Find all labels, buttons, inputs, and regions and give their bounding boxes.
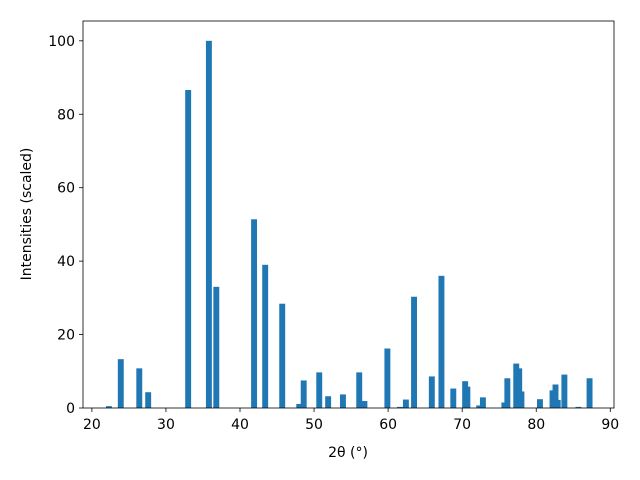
x-tick-label: 30 [157, 417, 175, 433]
bar [476, 405, 483, 408]
bar [428, 376, 435, 408]
bar [411, 296, 418, 408]
bar [361, 401, 368, 408]
x-tick-label: 40 [231, 417, 249, 433]
bar [185, 90, 192, 408]
y-tick-label: 60 [57, 181, 75, 197]
bar [561, 374, 568, 408]
bar [316, 372, 323, 408]
bar [397, 406, 403, 408]
bar [402, 399, 409, 408]
bar [450, 388, 457, 408]
y-tick-label: 0 [66, 401, 75, 417]
bar [145, 392, 152, 408]
y-tick-label: 40 [57, 254, 75, 270]
bar [586, 378, 593, 408]
bar [575, 406, 582, 408]
bar [356, 372, 363, 408]
bar [504, 378, 511, 408]
bar [325, 396, 332, 408]
bar [205, 40, 212, 408]
bar [279, 303, 286, 408]
bar [262, 264, 269, 408]
bar [516, 368, 523, 408]
bar [251, 219, 258, 408]
x-tick-label: 60 [379, 417, 397, 433]
bar [339, 394, 346, 408]
x-tick-label: 50 [305, 417, 323, 433]
y-tick-label: 100 [48, 34, 75, 50]
x-tick-label: 70 [453, 417, 471, 433]
bar [300, 380, 307, 408]
bar [554, 399, 561, 408]
bar [213, 286, 220, 408]
bar [296, 403, 303, 408]
y-tick-label: 80 [57, 107, 75, 123]
bar [536, 399, 543, 408]
plot-frame [82, 20, 615, 409]
bar [479, 397, 486, 408]
x-axis-label: 2θ (°) [328, 445, 368, 461]
bar [384, 348, 391, 408]
bar [136, 368, 143, 408]
bar [552, 384, 559, 408]
y-tick-label: 20 [57, 328, 75, 344]
bar [438, 275, 445, 408]
x-tick-label: 20 [83, 417, 101, 433]
x-tick-label: 90 [601, 417, 619, 433]
bar [464, 386, 471, 408]
bar [518, 391, 525, 408]
bar [105, 406, 112, 408]
bar [117, 359, 124, 408]
x-tick-label: 80 [527, 417, 545, 433]
y-axis-label: Intensities (scaled) [19, 148, 35, 281]
